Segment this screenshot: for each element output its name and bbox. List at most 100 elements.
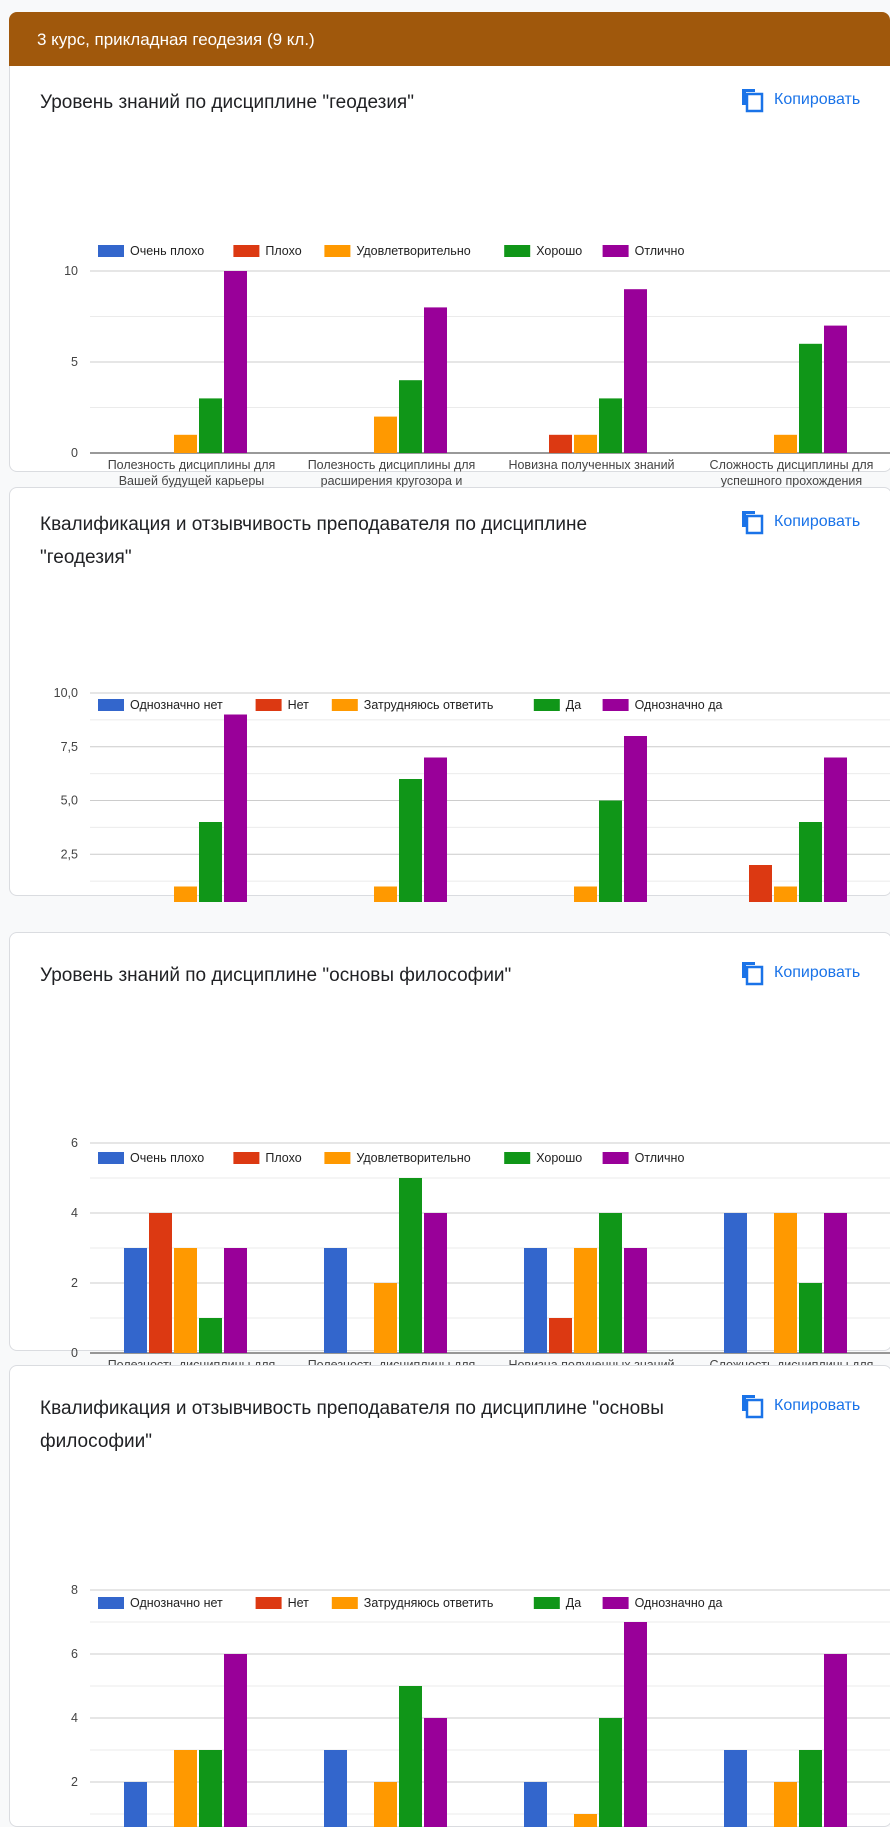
- legend-label: Очень плохо: [130, 1151, 204, 1165]
- bar: [574, 1248, 597, 1353]
- bar: [399, 1178, 422, 1353]
- legend-label: Плохо: [265, 244, 301, 258]
- y-tick-label: 4: [71, 1206, 78, 1220]
- bar: [749, 865, 772, 908]
- bar: [149, 1213, 172, 1353]
- legend-label: Однозначно да: [635, 1596, 723, 1610]
- legend-label: Однозначно нет: [130, 1596, 223, 1610]
- bar: [549, 434, 572, 453]
- bar: [199, 1750, 222, 1827]
- section-title: 3 курс, прикладная геодезия (9 кл.): [37, 30, 315, 49]
- x-tick-label: успешного прохождения: [721, 474, 862, 488]
- x-tick-label: Вашей будущей карьеры: [119, 474, 265, 488]
- x-tick-label: Сложность дисциплины для: [710, 458, 874, 472]
- x-tick-label: Полезность дисциплины для: [308, 458, 476, 472]
- bar: [399, 380, 422, 453]
- bar: [599, 1213, 622, 1353]
- copy-icon: [742, 89, 764, 113]
- copy-label: Копировать: [774, 513, 861, 530]
- bar: [124, 1248, 147, 1353]
- bar: [324, 1248, 347, 1353]
- legend-label: Удовлетворительно: [356, 1151, 470, 1165]
- bar: [199, 398, 222, 453]
- bar-chart: 0 5 10 Очень плохо Плохо Удовлетворительно Хор…: [64, 244, 890, 504]
- legend-swatch: [255, 699, 282, 711]
- legend-label: Удовлетворительно: [356, 244, 470, 258]
- bar: [624, 1248, 647, 1353]
- copy-label: Копировать: [774, 91, 861, 108]
- legend-label: Хорошо: [536, 1151, 582, 1165]
- legend-swatch: [98, 1152, 124, 1164]
- bar: [374, 416, 397, 453]
- bar: [399, 779, 422, 908]
- copy-icon: [742, 511, 764, 535]
- bar: [799, 343, 822, 453]
- bar: [774, 1213, 797, 1353]
- bar: [624, 736, 647, 908]
- y-tick-label: 8: [71, 1583, 78, 1597]
- legend-label: Очень плохо: [130, 244, 204, 258]
- bar: [199, 822, 222, 908]
- bar: [224, 714, 247, 908]
- bar: [124, 1782, 147, 1827]
- card-title: Уровень знаний по дисциплине "геодезия": [40, 92, 414, 113]
- bar: [224, 271, 247, 453]
- bar: [774, 1782, 797, 1827]
- section-separator: [0, 902, 890, 932]
- y-tick-label: 6: [71, 1136, 78, 1150]
- chart-card-philosophy-teacher: Квалификация и отзывчивость преподавател…: [9, 1365, 890, 1827]
- y-tick-label: 7,5: [61, 740, 78, 754]
- bar: [399, 1686, 422, 1827]
- legend-label: Да: [566, 1596, 581, 1610]
- legend-label: Нет: [288, 1596, 310, 1610]
- y-tick-label: 10: [64, 264, 78, 278]
- legend-label: Плохо: [265, 1151, 301, 1165]
- bar: [624, 289, 647, 453]
- bar: [524, 1782, 547, 1827]
- section-header: 3 курс, прикладная геодезия (9 кл.): [9, 12, 890, 66]
- y-tick-label: 2: [71, 1276, 78, 1290]
- bar: [224, 1248, 247, 1353]
- legend-swatch: [331, 1597, 358, 1609]
- bar: [424, 1718, 447, 1827]
- legend-swatch: [233, 245, 260, 257]
- y-tick-label: 2: [71, 1775, 78, 1789]
- bar: [549, 1318, 572, 1353]
- bar: [174, 1248, 197, 1353]
- copy-label: Копировать: [774, 1397, 861, 1414]
- copy-icon: [742, 962, 764, 986]
- legend-swatch: [602, 699, 629, 711]
- bar: [324, 1750, 347, 1827]
- y-tick-label: 10,0: [54, 686, 78, 700]
- chart-card-geodesy-teacher: Квалификация и отзывчивость преподавател…: [9, 487, 890, 943]
- bar: [824, 1654, 847, 1827]
- card-title: Уровень знаний по дисциплине "основы фил…: [40, 965, 512, 986]
- x-tick-label: Полезность дисциплины для: [108, 458, 276, 472]
- copy-button[interactable]: Копировать: [740, 1392, 860, 1420]
- bar: [599, 1718, 622, 1827]
- legend-label: Хорошо: [536, 244, 582, 258]
- copy-button[interactable]: Копировать: [740, 508, 860, 536]
- bar: [224, 1654, 247, 1827]
- y-tick-label: 2,5: [61, 847, 78, 861]
- legend-swatch: [602, 245, 629, 257]
- legend-label: Однозначно нет: [130, 698, 223, 712]
- legend-label: Да: [566, 698, 581, 712]
- copy-button[interactable]: Копировать: [740, 86, 860, 114]
- bar: [424, 307, 447, 453]
- bar: [374, 1782, 397, 1827]
- legend-swatch: [324, 245, 351, 257]
- legend-swatch: [504, 245, 531, 257]
- legend-swatch: [324, 1152, 351, 1164]
- copy-button[interactable]: Копировать: [740, 959, 860, 987]
- legend-swatch: [602, 1597, 629, 1609]
- legend-swatch: [602, 1152, 629, 1164]
- y-tick-label: 0: [71, 1346, 78, 1360]
- y-tick-label: 4: [71, 1711, 78, 1725]
- bar: [624, 1622, 647, 1827]
- bar: [524, 1248, 547, 1353]
- bar: [174, 1750, 197, 1827]
- card-title: Квалификация и отзывчивость преподавател…: [40, 514, 588, 568]
- bar-chart: 0 2 4 6 Очень плохо Плохо Удовлетворительно Хор…: [71, 1136, 890, 1404]
- bar: [374, 1283, 397, 1353]
